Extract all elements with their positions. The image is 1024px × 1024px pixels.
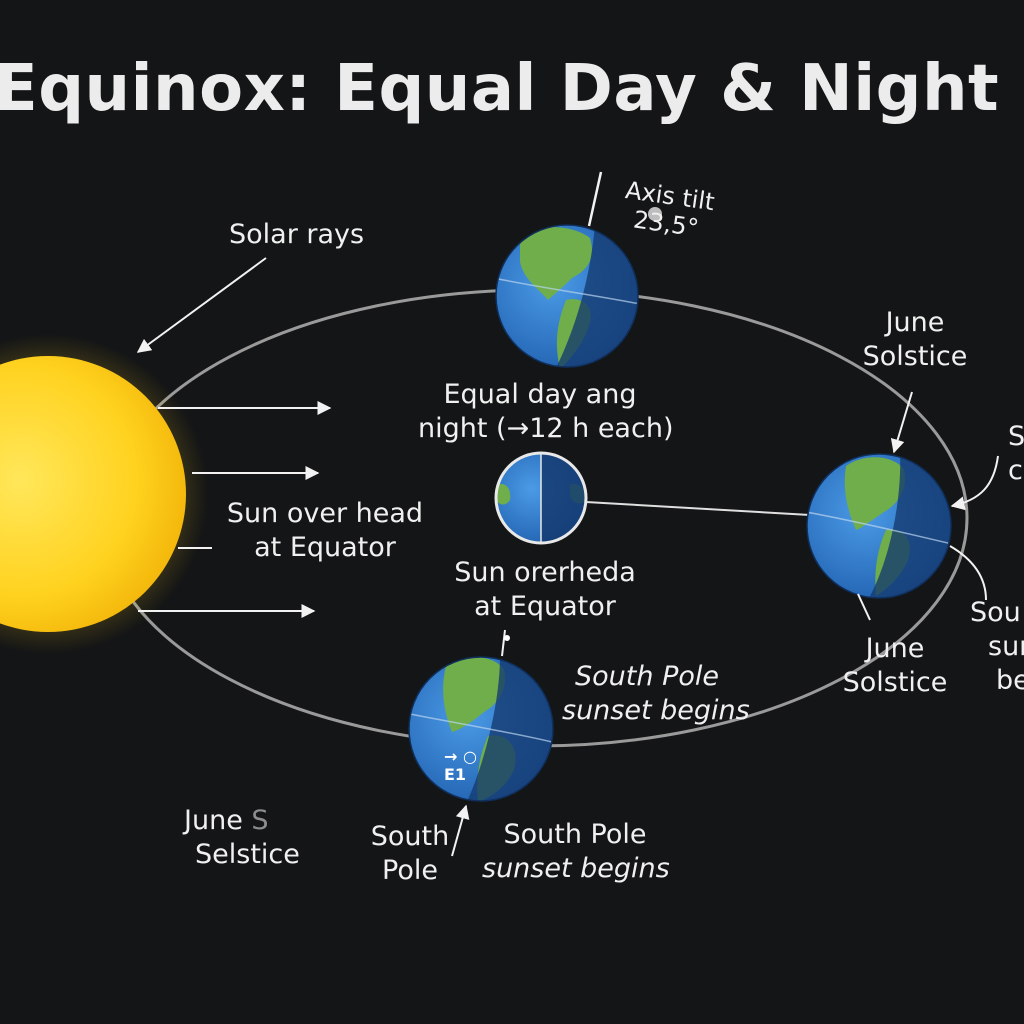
axis-tilt-marker	[648, 207, 662, 221]
sun	[0, 356, 186, 632]
south-pole-label: South Pole	[370, 821, 450, 886]
sun-overhead-mid-label: Sun orerheda at Equator	[454, 557, 636, 622]
june-solstice-pointer	[890, 391, 913, 454]
edge-bottom-pointer	[949, 545, 987, 601]
connector-line	[585, 501, 811, 516]
june-solstice-top-label: June Solstice	[862, 307, 968, 372]
globe-middle	[494, 451, 588, 545]
june-solstice-right-pointer	[857, 593, 871, 621]
june-selstice-label: June S Selstice	[184, 805, 300, 870]
solar-rays-pointer	[136, 257, 267, 353]
sun-overhead-left-label: Sun over head at Equator	[226, 498, 424, 563]
edge-top-pointer	[950, 455, 999, 511]
axis-tilt-line	[587, 171, 603, 227]
south-pole-pointer	[451, 804, 470, 857]
south-pole-sunset-right-label: South Pole sunset begins	[562, 661, 750, 726]
globe-bottom-mark: → ○ E1	[444, 747, 477, 784]
globe-bottom	[408, 629, 554, 802]
equal-day-night-label: Equal day ang night (→12 h each)	[418, 379, 674, 444]
edge-bottom-fragment: Sou sur be	[970, 597, 1024, 696]
south-pole-sunset-bottom-label: South Pole sunset begins	[482, 819, 670, 884]
edge-top-fragment: S c	[1008, 421, 1024, 486]
page-title: Equinox: Equal Day & Night	[0, 52, 1000, 126]
globe-top	[495, 224, 639, 368]
globe-right	[806, 453, 952, 599]
june-solstice-right-label: June Solstice	[842, 633, 948, 698]
solar-rays-label: Solar rays	[229, 219, 365, 250]
